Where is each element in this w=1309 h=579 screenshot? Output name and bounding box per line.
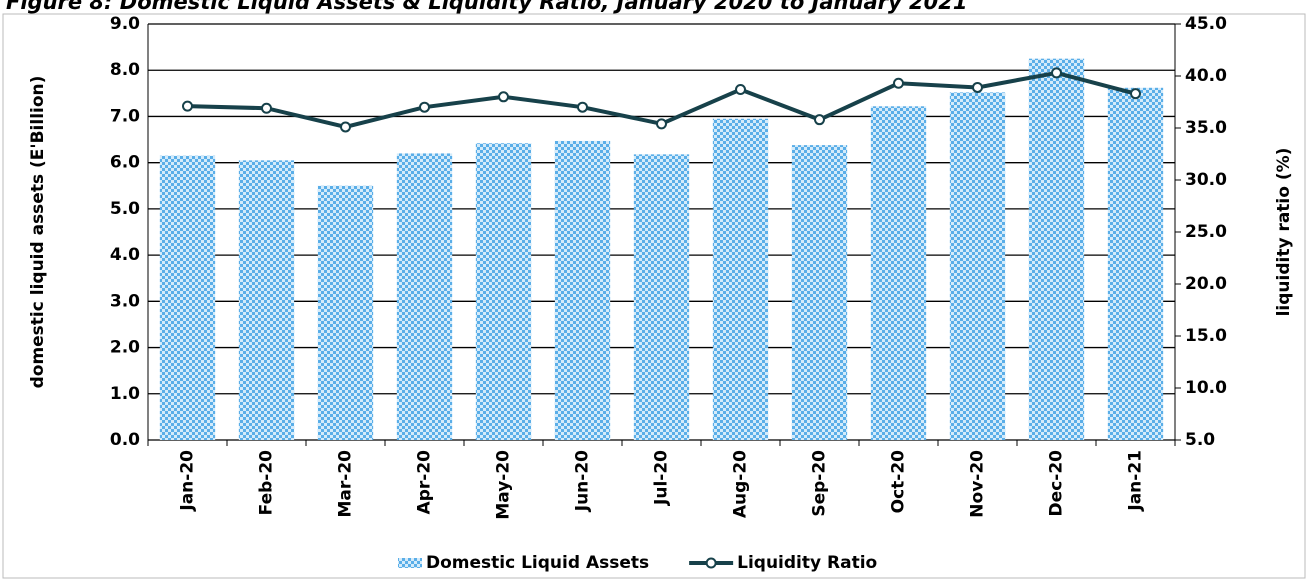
line-marker [261,102,272,114]
line-marker [656,118,667,130]
y-tick-label: 0.0 [110,430,140,450]
line-marker [814,114,825,126]
x-tick-label: Jan-21 [1126,450,1146,512]
y-tick-label: 4.0 [110,245,140,265]
y-tick-label: 9.0 [110,14,140,34]
bar [791,145,848,440]
x-tick-label: Jul-20 [652,450,672,506]
legend-swatch [398,558,422,568]
x-tick-label: Apr-20 [415,450,435,515]
bar [554,140,611,441]
line-marker [419,101,430,113]
line-marker [1130,88,1141,100]
line-marker [893,77,904,89]
y-tick-label: 8.0 [110,60,140,80]
y2-tick-label: 15.0 [1185,326,1227,346]
bar [159,155,216,440]
line-marker [340,121,351,133]
bar [238,160,295,440]
y2-axis-label: liquidity ratio (%) [1274,148,1294,317]
y-tick-label: 7.0 [110,106,140,126]
legend-label: Liquidity Ratio [737,553,877,573]
y2-tick-label: 35.0 [1185,118,1227,138]
x-tick-label: Mar-20 [336,450,356,518]
bar [870,106,927,440]
x-tick-label: Jan-20 [178,450,198,512]
bar [949,92,1006,441]
legend-label: Domestic Liquid Assets [426,553,649,573]
x-tick-label: Jun-20 [573,450,593,512]
line-marker [972,81,983,93]
y2-tick-label: 20.0 [1185,274,1227,294]
y-tick-label: 2.0 [110,338,140,358]
y-tick-label: 6.0 [110,153,140,173]
y2-tick-label: 45.0 [1185,14,1227,34]
y2-tick-label: 40.0 [1185,66,1227,86]
bar [712,118,769,440]
x-tick-label: Dec-20 [1047,450,1067,517]
line-marker [498,91,509,103]
bar [317,185,374,440]
x-tick-label: Sep-20 [810,450,830,517]
x-tick-label: Aug-20 [731,450,751,518]
legend-marker [705,557,717,569]
x-tick-label: May-20 [494,450,514,520]
chart-title: Figure 8: Domestic Liquid Assets & Liqui… [6,0,967,14]
y-tick-label: 5.0 [110,199,140,219]
x-tick-label: Oct-20 [889,450,909,514]
y-axis-label: domestic liquid assets (E'Billion) [28,76,48,389]
line-marker [1051,67,1062,79]
bar [475,143,532,440]
x-tick-label: Feb-20 [257,450,277,516]
y-tick-label: 1.0 [110,384,140,404]
y2-tick-label: 30.0 [1185,170,1227,190]
chart-border [2,13,1306,579]
y-tick-label: 3.0 [110,291,140,311]
y2-tick-label: 5.0 [1185,430,1215,450]
bar [633,154,690,440]
line-marker [577,101,588,113]
bar [1107,87,1164,440]
line-marker [735,84,746,96]
y2-tick-label: 25.0 [1185,222,1227,242]
x-tick-label: Nov-20 [968,450,988,518]
bar [396,153,453,440]
line-marker [182,100,193,112]
bar [1028,58,1085,441]
y2-tick-label: 10.0 [1185,378,1227,398]
